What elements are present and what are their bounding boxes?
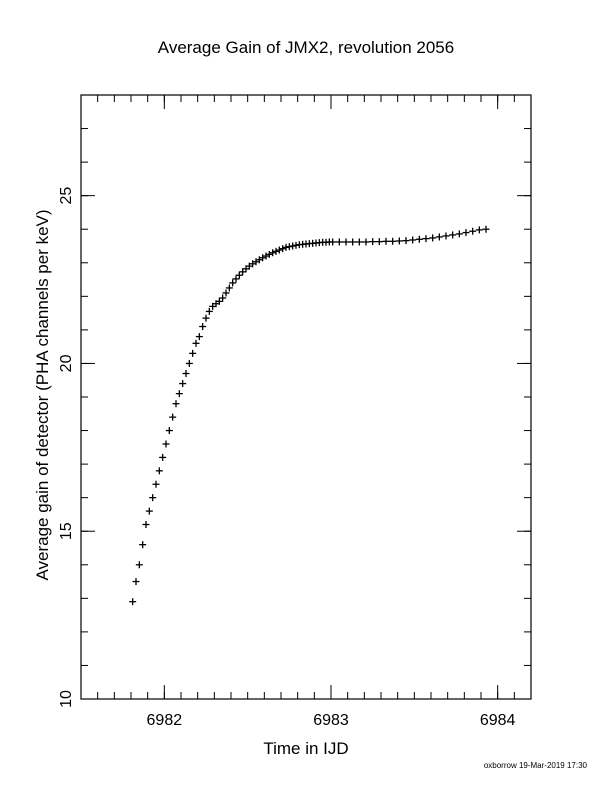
major-ticks — [81, 95, 531, 700]
tick-labels: 6982 6983 6984 10 15 20 25 — [58, 187, 516, 729]
data-point — [262, 252, 270, 260]
x-axis-label: Time in IJD — [263, 739, 348, 758]
data-point — [369, 238, 377, 246]
data-point — [382, 237, 390, 245]
x-tick-label: 6984 — [480, 712, 516, 729]
data-point — [462, 229, 470, 237]
data-point — [152, 480, 160, 488]
data-point — [172, 400, 180, 408]
data-point — [422, 235, 430, 243]
data-point — [225, 284, 233, 292]
data-point — [289, 242, 297, 250]
data-point — [272, 247, 280, 255]
data-point — [219, 294, 227, 302]
data-point — [285, 243, 293, 251]
data-point — [329, 238, 337, 246]
data-point — [135, 561, 143, 569]
data-point — [189, 349, 197, 357]
data-point — [409, 236, 417, 244]
data-points — [129, 225, 490, 606]
credit-stamp: oxborrow 19-Mar-2019 17:30 — [484, 761, 588, 770]
data-point — [275, 246, 283, 254]
data-point — [342, 238, 350, 246]
data-point — [469, 227, 477, 235]
data-point — [179, 380, 187, 388]
minor-ticks — [81, 95, 531, 699]
data-point — [165, 427, 173, 435]
data-point — [415, 235, 423, 243]
data-point — [455, 230, 463, 238]
data-point — [279, 245, 287, 253]
data-point — [269, 249, 277, 257]
data-point — [199, 323, 207, 331]
data-point — [192, 339, 200, 347]
data-point — [129, 598, 137, 606]
data-point — [375, 238, 383, 246]
data-point — [205, 307, 213, 315]
chart-title: Average Gain of JMX2, revolution 2056 — [158, 38, 454, 57]
plot-frame — [80, 94, 532, 700]
data-point — [159, 453, 167, 461]
data-point — [282, 243, 290, 251]
data-point — [239, 268, 247, 276]
data-point — [442, 232, 450, 240]
y-tick-label: 25 — [58, 187, 75, 205]
data-point — [149, 494, 157, 502]
data-point — [145, 507, 153, 515]
data-point — [475, 226, 483, 234]
data-point — [132, 578, 140, 586]
data-point — [335, 238, 343, 246]
data-point — [185, 359, 193, 367]
data-point — [235, 271, 243, 279]
data-point — [355, 238, 363, 246]
data-point — [259, 254, 267, 262]
data-point — [362, 238, 370, 246]
data-point — [402, 237, 410, 245]
data-point — [195, 333, 203, 341]
data-point — [169, 413, 177, 421]
data-point — [229, 279, 237, 287]
data-point — [175, 390, 183, 398]
data-point — [429, 234, 437, 242]
data-point — [142, 521, 150, 529]
x-tick-label: 6983 — [313, 712, 349, 729]
data-point — [482, 225, 490, 233]
data-point — [162, 440, 170, 448]
data-point — [435, 233, 443, 241]
data-point — [449, 231, 457, 239]
y-tick-label: 10 — [58, 690, 75, 708]
data-point — [155, 467, 163, 475]
data-point — [182, 370, 190, 378]
data-point — [292, 241, 300, 249]
data-point — [389, 237, 397, 245]
y-axis-label: Average gain of detector (PHA channels p… — [33, 209, 52, 580]
y-tick-label: 20 — [58, 354, 75, 372]
data-point — [265, 250, 273, 258]
data-point — [232, 275, 240, 283]
data-point — [139, 541, 147, 549]
x-tick-label: 6982 — [147, 712, 183, 729]
data-point — [349, 238, 357, 246]
data-point — [222, 289, 230, 297]
data-point — [202, 314, 210, 322]
data-point — [215, 297, 223, 305]
data-point — [395, 237, 403, 245]
y-tick-label: 15 — [58, 522, 75, 540]
